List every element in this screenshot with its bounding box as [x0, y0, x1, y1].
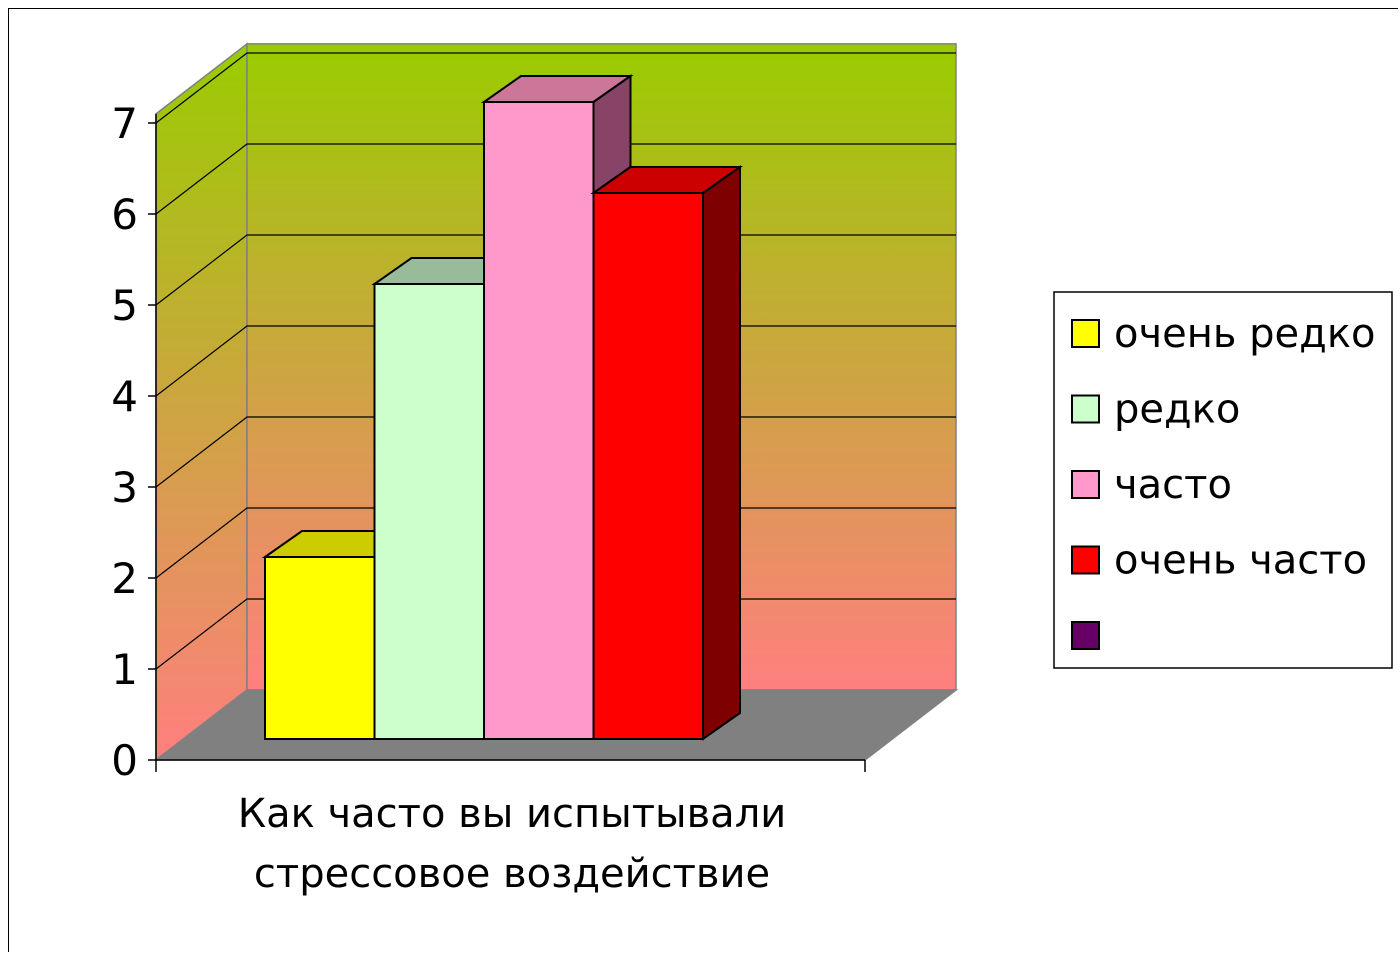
- category-label: Как часто вы испытывали: [238, 791, 787, 837]
- bar-часто: [480, 74, 634, 740]
- y-tick-label: 4: [111, 372, 138, 421]
- y-tick-label: 7: [111, 99, 138, 148]
- y-axis-ticks: 0 1 2 3 4 5 6 7: [111, 99, 156, 785]
- bar-front: [483, 101, 595, 740]
- bar-front: [592, 192, 704, 740]
- y-tick-label: 2: [111, 554, 138, 603]
- gridline: [155, 143, 956, 215]
- x-axis-labels: Как часто вы испытывали стрессовое воздей…: [238, 791, 787, 897]
- side-wall: [155, 42, 248, 762]
- legend-swatch: [1071, 319, 1100, 348]
- legend-label: редко: [1114, 387, 1240, 433]
- axes: [155, 113, 866, 772]
- legend-swatch: [1071, 394, 1100, 424]
- chart-frame: [8, 8, 1398, 952]
- legend-label: очень часто: [1114, 538, 1367, 584]
- legend-swatch: [1071, 621, 1100, 650]
- legend-label: очень редко: [1114, 311, 1375, 357]
- legend: очень редко редко часто очень часто: [1053, 291, 1393, 669]
- legend-swatch: [1071, 470, 1100, 499]
- legend-box: [1053, 291, 1393, 669]
- bars: [261, 74, 744, 741]
- category-label: стрессовое воздействие: [254, 851, 770, 897]
- bar-очень-часто: [590, 165, 744, 741]
- y-tick-label: 6: [111, 190, 138, 239]
- y-tick-label: 0: [111, 736, 138, 785]
- y-tick-label: 5: [111, 281, 138, 330]
- legend-label: часто: [1114, 462, 1232, 508]
- bar-front: [264, 556, 376, 740]
- gridline: [155, 52, 956, 124]
- bar-side: [702, 165, 741, 741]
- legend-swatch: [1071, 545, 1100, 575]
- y-tick-label: 1: [111, 645, 138, 694]
- bar-front: [373, 283, 485, 740]
- y-tick-label: 3: [111, 463, 138, 512]
